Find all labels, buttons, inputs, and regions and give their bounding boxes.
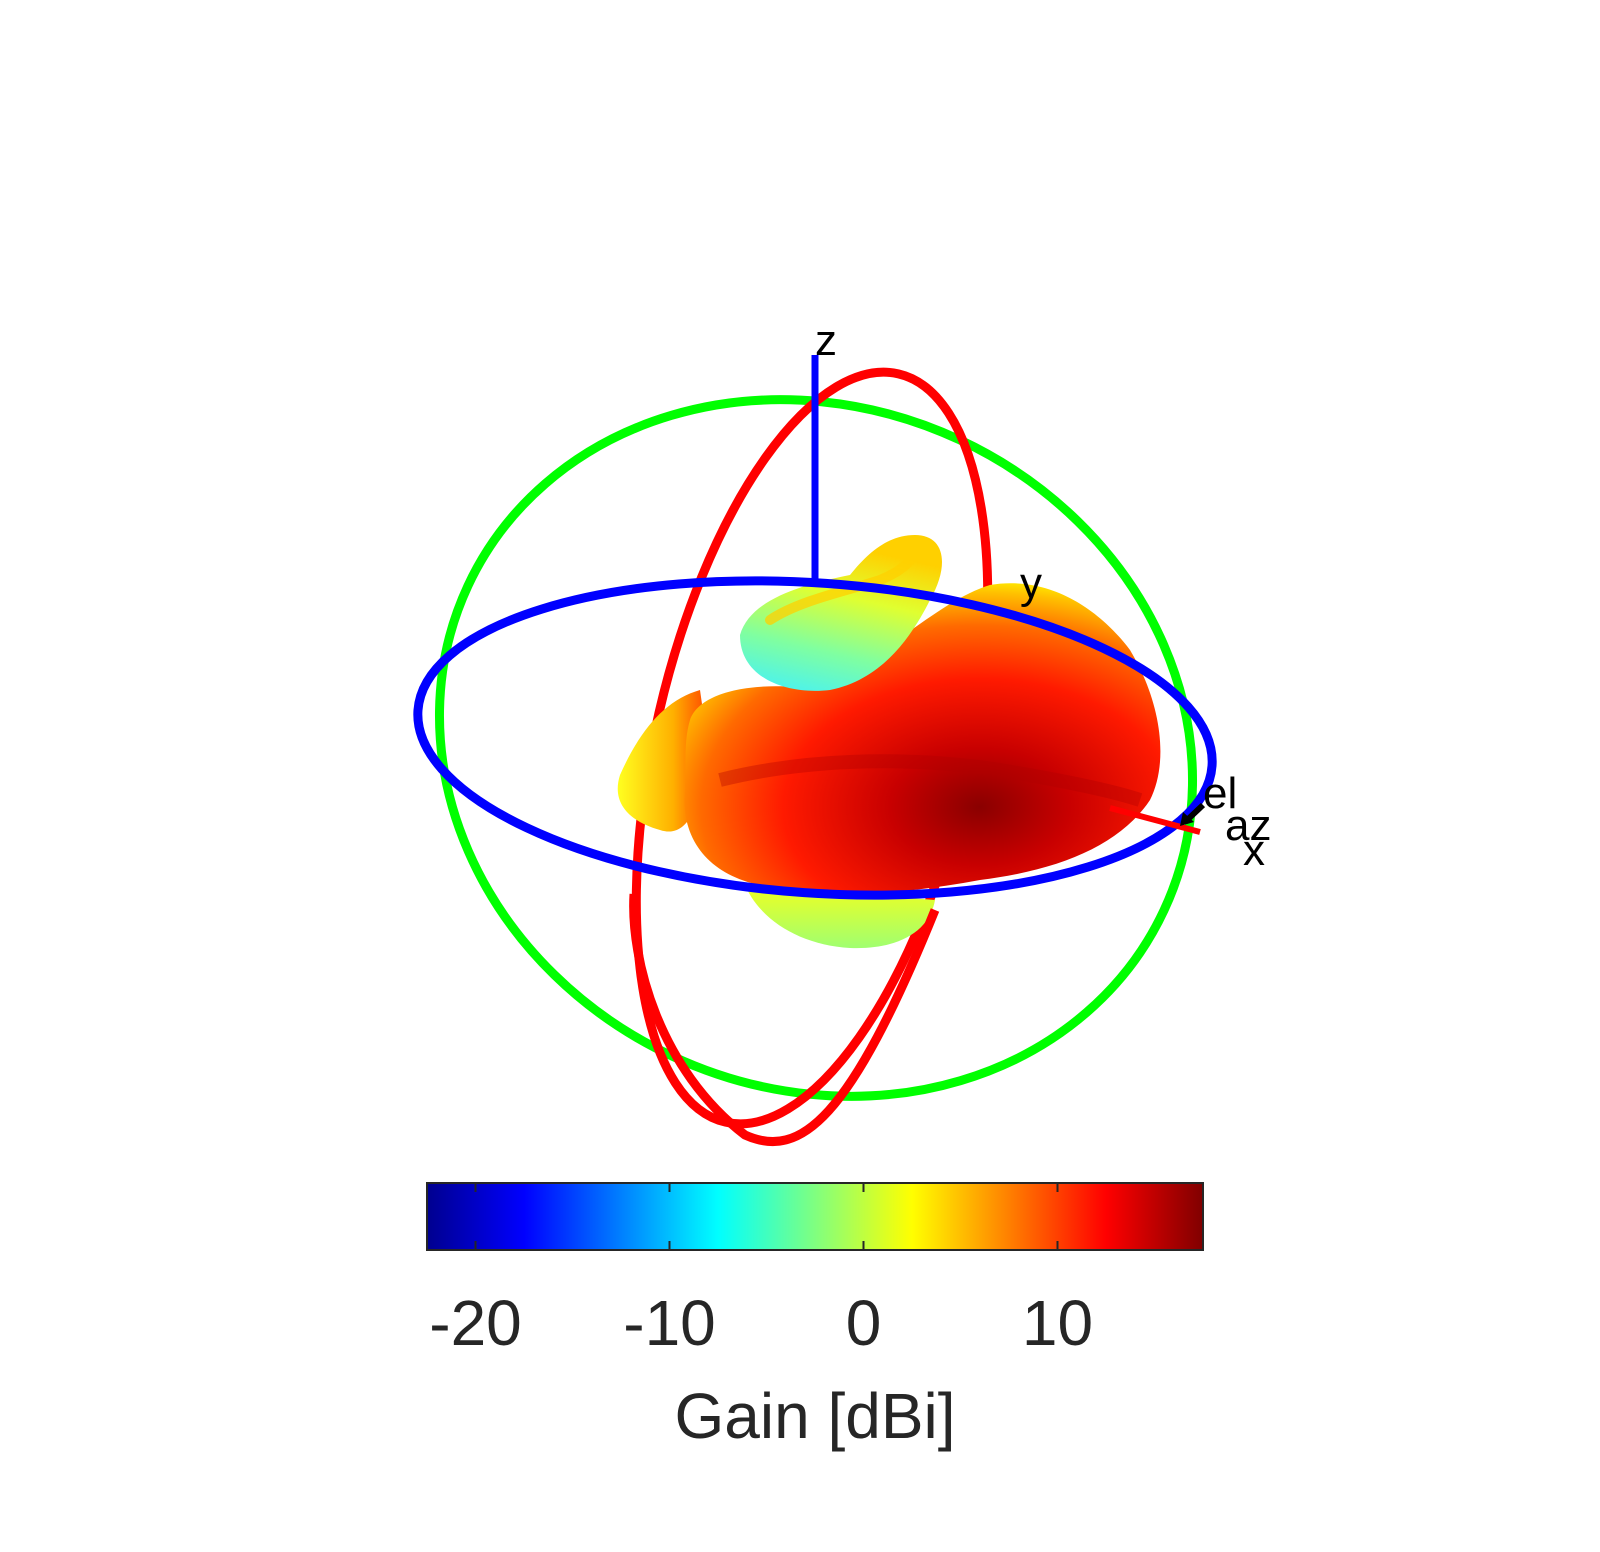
yz-plane-circle-front bbox=[629, 893, 940, 1147]
radiation-pattern-surface bbox=[617, 535, 1161, 949]
az-el-arrowhead bbox=[1180, 812, 1194, 826]
top-lobe-ridge bbox=[765, 543, 920, 625]
az-label: az bbox=[1225, 801, 1271, 850]
y-axis-letter: y bbox=[1020, 559, 1042, 608]
x-axis-line bbox=[1109, 805, 1201, 835]
el-label: el bbox=[1203, 769, 1237, 818]
colorbar-tick-labels: -20 -10 0 10 bbox=[429, 1287, 1093, 1359]
colorbar-tick-label: -10 bbox=[623, 1287, 716, 1359]
x-axis-letter: x bbox=[1243, 826, 1265, 875]
colorbar-tick-label: 10 bbox=[1022, 1287, 1093, 1359]
main-lobe-shade bbox=[718, 754, 1143, 807]
colorbar-ticks bbox=[474, 1183, 1059, 1250]
colorbar: -20 -10 0 10 Gain [dBi] bbox=[426, 1182, 1204, 1452]
great-circles-front bbox=[413, 576, 1217, 1147]
bottom-lobe bbox=[745, 885, 935, 949]
z-axis-letter: z bbox=[815, 316, 837, 365]
colorbar-tick-label: -20 bbox=[429, 1287, 522, 1359]
colorbar-label: Gain [dBi] bbox=[674, 1380, 955, 1452]
main-lobe bbox=[684, 583, 1161, 895]
colorbar-gradient bbox=[426, 1182, 1204, 1251]
xy-plane-circle bbox=[413, 576, 1217, 900]
colorbar-tick-label: 0 bbox=[846, 1287, 882, 1359]
